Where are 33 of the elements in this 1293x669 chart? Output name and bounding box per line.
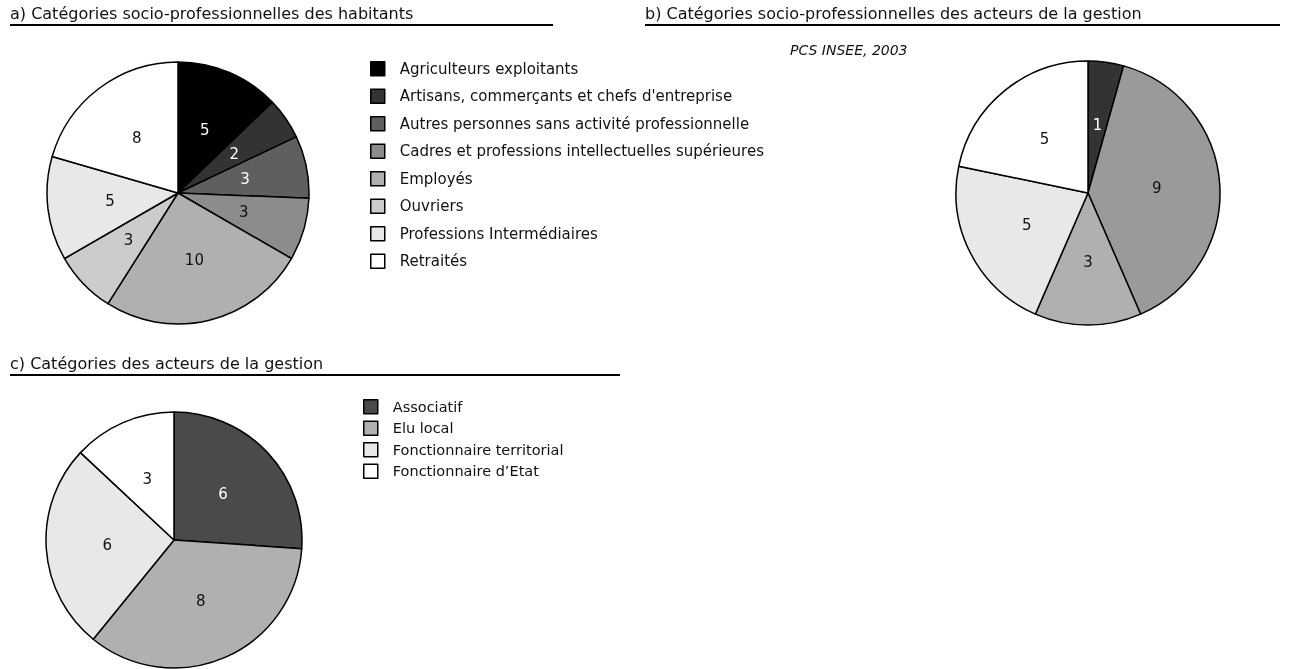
data-label: 1 <box>1092 115 1103 134</box>
data-label: 3 <box>239 203 249 222</box>
legend-label: Ouvriers <box>399 197 464 216</box>
legend-label: Elu local <box>392 420 454 437</box>
legend-label: Associatif <box>392 398 464 415</box>
legend-label: Artisans, commerçants et chefs d'entreprise <box>399 87 733 106</box>
data-label: 3 <box>142 469 153 488</box>
data-label: 8 <box>132 129 142 148</box>
data-label: 5 <box>1021 215 1032 234</box>
text: PCS INSEE, 2003 <box>790 42 908 58</box>
data-label: 6 <box>102 535 112 554</box>
legend-label: Fonctionnaire d’Etat <box>392 463 540 480</box>
data-label: 3 <box>1083 253 1093 271</box>
data-label: 2 <box>229 145 240 164</box>
legend-label: Agriculteurs exploitants <box>399 59 579 78</box>
data-label: 3 <box>240 170 250 189</box>
data-label: 6 <box>218 485 228 504</box>
chart-title: c) Catégories des acteurs de la gestion <box>10 354 620 376</box>
data-label: 8 <box>195 592 206 611</box>
legend-label: Employés <box>399 169 473 188</box>
legend-label: Retraités <box>399 252 468 271</box>
data-label: 5 <box>1039 130 1050 149</box>
legend-label: Fonctionnaire territorial <box>392 441 564 458</box>
data-label: 9 <box>1152 179 1162 198</box>
data-label: 5 <box>200 120 210 139</box>
legend-label: Professions Intermédiaires <box>399 224 599 243</box>
data-label: 10 <box>184 250 204 269</box>
data-label: 3 <box>123 231 134 250</box>
data-label: 5 <box>105 192 115 211</box>
chart-title: b) Catégories socio-professionnelles des acteurs de la gestion <box>645 4 1280 26</box>
chart-title: a) Catégories socio-professionnelles des habitants <box>10 4 553 26</box>
legend-label: Autres personnes sans activité professionnelle <box>399 114 750 133</box>
legend-label: Cadres et professions intellectuelles supérieures <box>399 142 765 161</box>
